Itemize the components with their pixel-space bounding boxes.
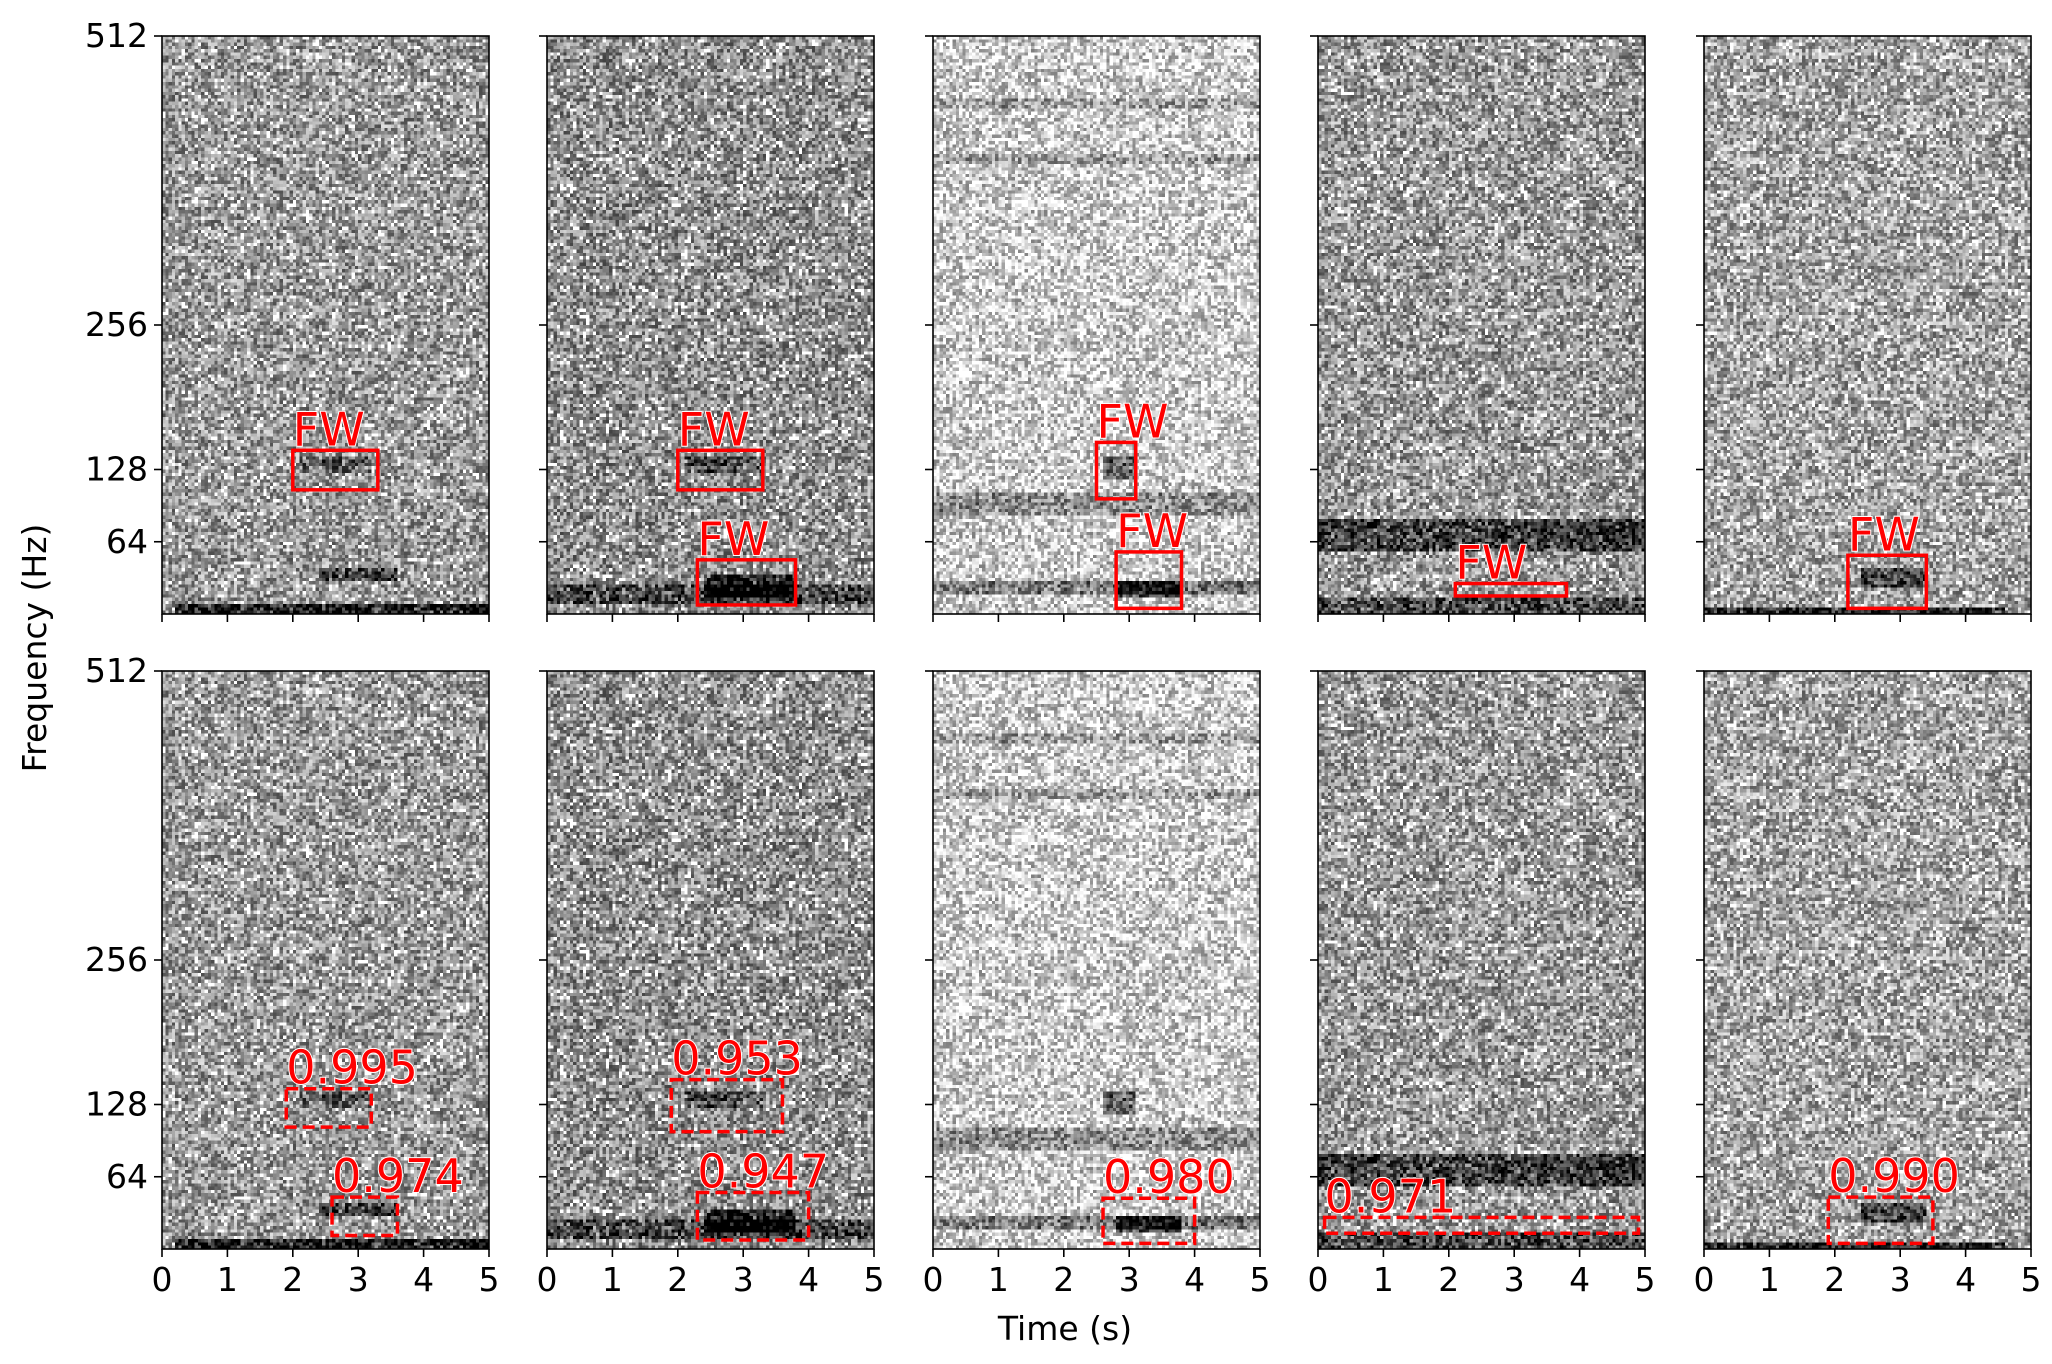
ground-truth-box — [1846, 553, 1929, 611]
panel-bottom-5: 0.990 0 1 2 3 4 5 — [1694, 670, 2042, 1299]
predicted-box — [1322, 1215, 1641, 1235]
spectrogram-image — [547, 671, 874, 1249]
x-tick-label: 5 — [1250, 1260, 1271, 1299]
class-label: FW — [1116, 504, 1188, 558]
y-tick-label: 512 — [85, 651, 148, 690]
predicted-box — [1101, 1196, 1197, 1246]
spectrogram-image — [162, 671, 489, 1249]
predicted-box — [669, 1077, 785, 1134]
class-label: FW — [1097, 394, 1169, 448]
prediction-score-label: 0.990 — [1828, 1149, 1960, 1203]
spectrogram-image — [933, 36, 1260, 614]
prediction-score-label: 0.995 — [286, 1041, 418, 1095]
spectrogram-image — [1318, 36, 1645, 614]
y-tick-label: 128 — [85, 450, 148, 489]
y-tick-label: 512 — [85, 16, 148, 55]
prediction-score-label: 0.974 — [332, 1149, 464, 1203]
y-tick-label: 128 — [85, 1085, 148, 1124]
panel-top-5: FW — [1696, 35, 2032, 622]
ground-truth-box — [291, 448, 380, 492]
x-tick-label: 4 — [1955, 1260, 1976, 1299]
x-tick-label: 3 — [348, 1260, 369, 1299]
spectrogram-image — [1704, 671, 2031, 1249]
x-tick-label: 0 — [923, 1260, 944, 1299]
y-axis-label: Frequency (Hz) — [15, 524, 54, 773]
x-axis-label: Time (s) — [997, 1309, 1132, 1348]
x-tick-label: 2 — [282, 1260, 303, 1299]
panel-bottom-3: 0.980 0 1 2 3 4 5 — [923, 670, 1271, 1299]
predicted-box — [330, 1195, 400, 1238]
x-tick-label: 3 — [1504, 1260, 1525, 1299]
x-tick-label: 2 — [1824, 1260, 1845, 1299]
panel-bottom-4: 0.971 0 1 2 3 4 5 — [1308, 670, 1656, 1299]
ground-truth-box — [676, 448, 765, 492]
x-tick-label: 2 — [1438, 1260, 1459, 1299]
x-tick-label: 4 — [1184, 1260, 1205, 1299]
spectrogram-image — [1704, 36, 2031, 614]
ground-truth-box — [695, 558, 798, 607]
x-tick-label: 1 — [1759, 1260, 1780, 1299]
predicted-box — [284, 1086, 374, 1129]
class-label: FW — [678, 402, 750, 456]
x-tick-label: 4 — [413, 1260, 434, 1299]
x-tick-label: 5 — [1635, 1260, 1656, 1299]
x-tick-label: 5 — [864, 1260, 885, 1299]
x-tick-label: 0 — [1308, 1260, 1329, 1299]
x-tick-label: 0 — [152, 1260, 173, 1299]
spectrogram-image — [1318, 671, 1645, 1249]
x-tick-label: 4 — [798, 1260, 819, 1299]
x-tick-label: 1 — [1373, 1260, 1394, 1299]
class-label: FW — [697, 512, 769, 566]
spectrogram-image — [933, 671, 1260, 1249]
y-tick-label: 64 — [106, 522, 148, 561]
class-label: FW — [293, 402, 365, 456]
y-tick-label: 256 — [85, 305, 148, 344]
x-tick-label: 4 — [1569, 1260, 1590, 1299]
panel-top-1: FW 64 128 256 512 — [85, 16, 490, 622]
panel-top-2: FW FW — [539, 35, 875, 622]
x-tick-label: 2 — [667, 1260, 688, 1299]
class-label: FW — [1455, 536, 1527, 590]
spectrogram-image — [547, 36, 874, 614]
prediction-score-label: 0.947 — [697, 1145, 829, 1199]
x-tick-label: 2 — [1053, 1260, 1074, 1299]
x-tick-label: 1 — [988, 1260, 1009, 1299]
ground-truth-box — [1453, 581, 1569, 598]
predicted-box — [695, 1190, 811, 1242]
predicted-box — [1826, 1195, 1935, 1246]
x-tick-label: 5 — [2021, 1260, 2042, 1299]
y-tick-label: 256 — [85, 940, 148, 979]
ground-truth-box — [1094, 440, 1138, 501]
x-tick-label: 0 — [1694, 1260, 1715, 1299]
panels-grid: FW64128256512FWFWFWFWFWFW0.9950.97464128… — [85, 16, 2042, 1299]
x-tick-label: 3 — [1890, 1260, 1911, 1299]
panel-bottom-2: 0.953 0.947 0 1 2 3 4 5 — [537, 670, 885, 1299]
spectrogram-image — [162, 36, 489, 614]
prediction-score-label: 0.980 — [1103, 1150, 1235, 1204]
x-tick-label: 1 — [602, 1260, 623, 1299]
class-label: FW — [1848, 507, 1920, 561]
panel-top-3: FW FW — [925, 35, 1261, 622]
x-tick-label: 3 — [733, 1260, 754, 1299]
panel-bottom-1: 0.995 0.974 64 128 256 512 0 1 2 3 4 5 — [85, 651, 500, 1299]
x-tick-label: 1 — [217, 1260, 238, 1299]
prediction-score-label: 0.971 — [1325, 1169, 1457, 1223]
x-tick-label: 0 — [537, 1260, 558, 1299]
panel-top-4: FW — [1310, 35, 1646, 622]
ground-truth-box — [1114, 550, 1184, 611]
prediction-score-label: 0.953 — [671, 1032, 803, 1086]
x-tick-label: 3 — [1119, 1260, 1140, 1299]
x-tick-label: 5 — [479, 1260, 500, 1299]
y-tick-label: 64 — [106, 1157, 148, 1196]
